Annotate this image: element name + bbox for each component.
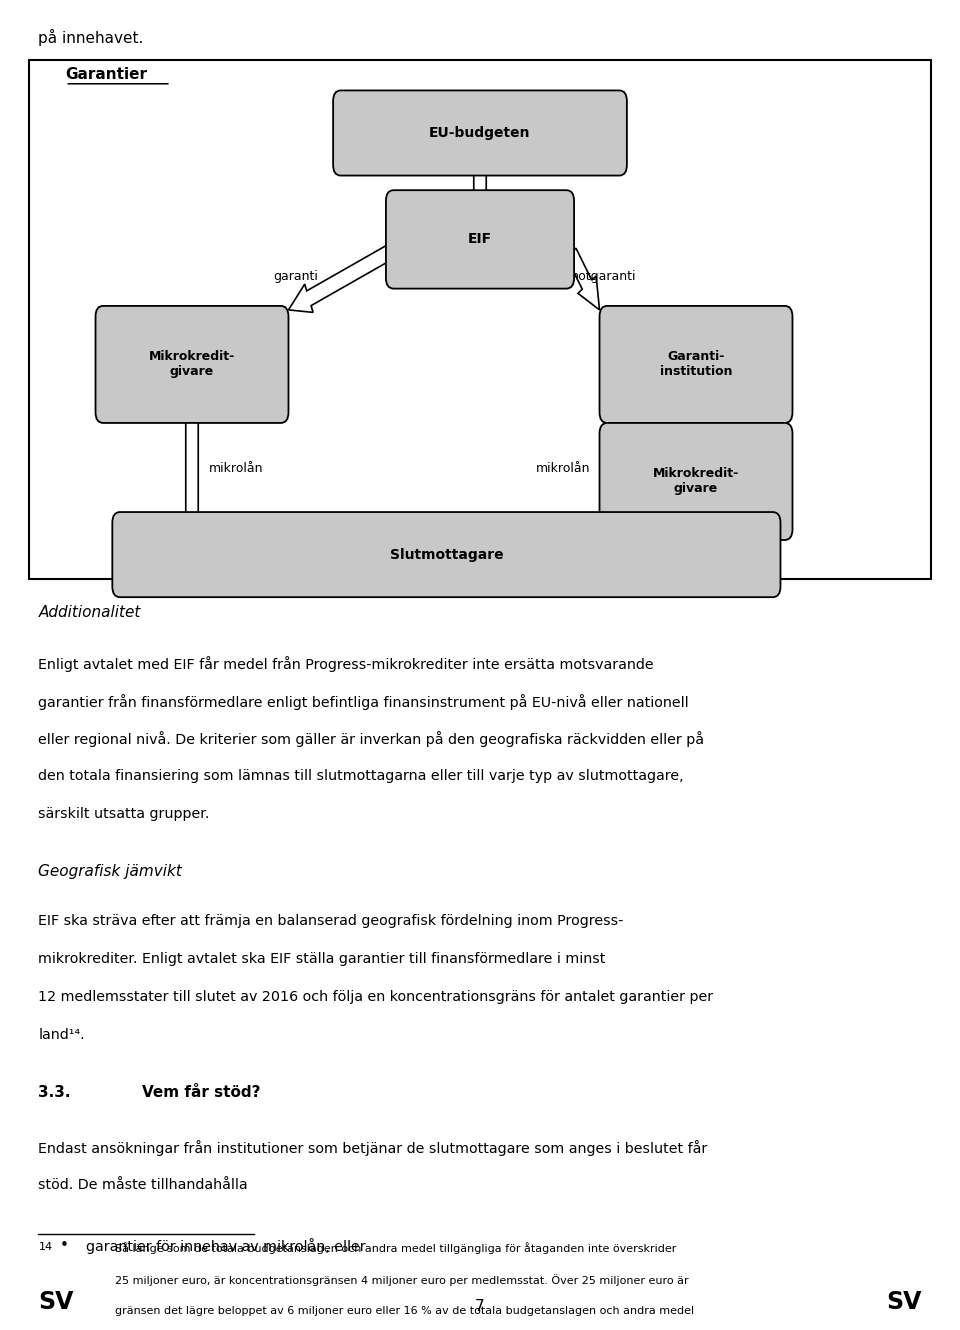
Text: gränsen det lägre beloppet av 6 miljoner euro eller 16 % av de totala budgetansl: gränsen det lägre beloppet av 6 miljoner… [115, 1306, 694, 1317]
FancyBboxPatch shape [333, 90, 627, 176]
FancyArrow shape [683, 412, 709, 473]
Text: 14: 14 [38, 1242, 53, 1253]
Text: Geografisk jämvikt: Geografisk jämvikt [38, 864, 182, 879]
Text: EIF: EIF [468, 233, 492, 246]
Text: den totala finansiering som lämnas till slutmottagarna eller till varje typ av s: den totala finansiering som lämnas till … [38, 769, 684, 783]
Text: på innehavet.: på innehavet. [38, 29, 144, 47]
Text: mikrokrediter. Enligt avtalet ska EIF ställa garantier till finansförmedlare i m: mikrokrediter. Enligt avtalet ska EIF st… [38, 952, 606, 967]
FancyArrow shape [179, 412, 205, 563]
Text: 25 miljoner euro, är koncentrationsgränsen 4 miljoner euro per medlemsstat. Över: 25 miljoner euro, är koncentrationsgräns… [115, 1274, 689, 1286]
Text: Garanti-
institution: Garanti- institution [660, 350, 732, 379]
FancyBboxPatch shape [599, 306, 792, 423]
Text: garanti: garanti [274, 270, 319, 283]
Text: Slutmottagare: Slutmottagare [390, 548, 503, 561]
FancyBboxPatch shape [96, 306, 288, 423]
Text: garantier för innehav av mikrolån, eller: garantier för innehav av mikrolån, eller [86, 1238, 366, 1253]
FancyBboxPatch shape [599, 423, 792, 540]
Text: Mikrokredit-
givare: Mikrokredit- givare [653, 467, 739, 496]
Text: 7: 7 [475, 1299, 485, 1314]
FancyBboxPatch shape [29, 60, 931, 579]
Text: SV: SV [886, 1290, 922, 1314]
Text: mikrolån: mikrolån [209, 462, 264, 475]
Text: SV: SV [38, 1290, 74, 1314]
FancyArrow shape [467, 165, 493, 241]
Text: 3.3.: 3.3. [38, 1085, 71, 1100]
Text: motgaranti: motgaranti [566, 270, 636, 283]
Text: stöd. De måste tillhandahålla: stöd. De måste tillhandahålla [38, 1178, 248, 1193]
Text: EIF ska sträva efter att främja en balanserad geografisk fördelning inom Progres: EIF ska sträva efter att främja en balan… [38, 915, 624, 928]
Text: 12 medlemsstater till slutet av 2016 och följa en koncentrationsgräns för antale: 12 medlemsstater till slutet av 2016 och… [38, 991, 713, 1004]
FancyBboxPatch shape [386, 190, 574, 289]
Text: Så länge som de totala budgetanslagen och andra medel tillgängliga för åtaganden: Så länge som de totala budgetanslagen oc… [115, 1242, 677, 1254]
Text: Endast ansökningar från institutioner som betjänar de slutmottagare som anges i : Endast ansökningar från institutioner so… [38, 1141, 708, 1156]
Text: •: • [60, 1238, 68, 1253]
Text: EU-budgeten: EU-budgeten [429, 126, 531, 140]
Text: mikrolån: mikrolån [536, 462, 590, 475]
FancyArrow shape [566, 249, 599, 310]
Text: Vem får stöd?: Vem får stöd? [142, 1085, 260, 1100]
Text: garanti: garanti [734, 407, 780, 420]
FancyBboxPatch shape [112, 512, 780, 597]
Text: land¹⁴.: land¹⁴. [38, 1028, 85, 1043]
Text: Garantier: Garantier [65, 66, 147, 82]
Text: garantier från finansförmedlare enligt befintliga finansinstrument på EU-nivå el: garantier från finansförmedlare enligt b… [38, 694, 689, 709]
Text: särskilt utsatta grupper.: särskilt utsatta grupper. [38, 807, 210, 822]
Text: eller regional nivå. De kriterier som gäller är inverkan på den geografiska räck: eller regional nivå. De kriterier som gä… [38, 732, 705, 747]
FancyArrow shape [288, 245, 391, 313]
FancyArrow shape [642, 508, 687, 539]
Text: Enligt avtalet med EIF får medel från Progress-mikrokrediter inte ersätta motsva: Enligt avtalet med EIF får medel från Pr… [38, 656, 654, 672]
Text: Additionalitet: Additionalitet [38, 605, 141, 620]
Text: Mikrokredit-
givare: Mikrokredit- givare [149, 350, 235, 379]
